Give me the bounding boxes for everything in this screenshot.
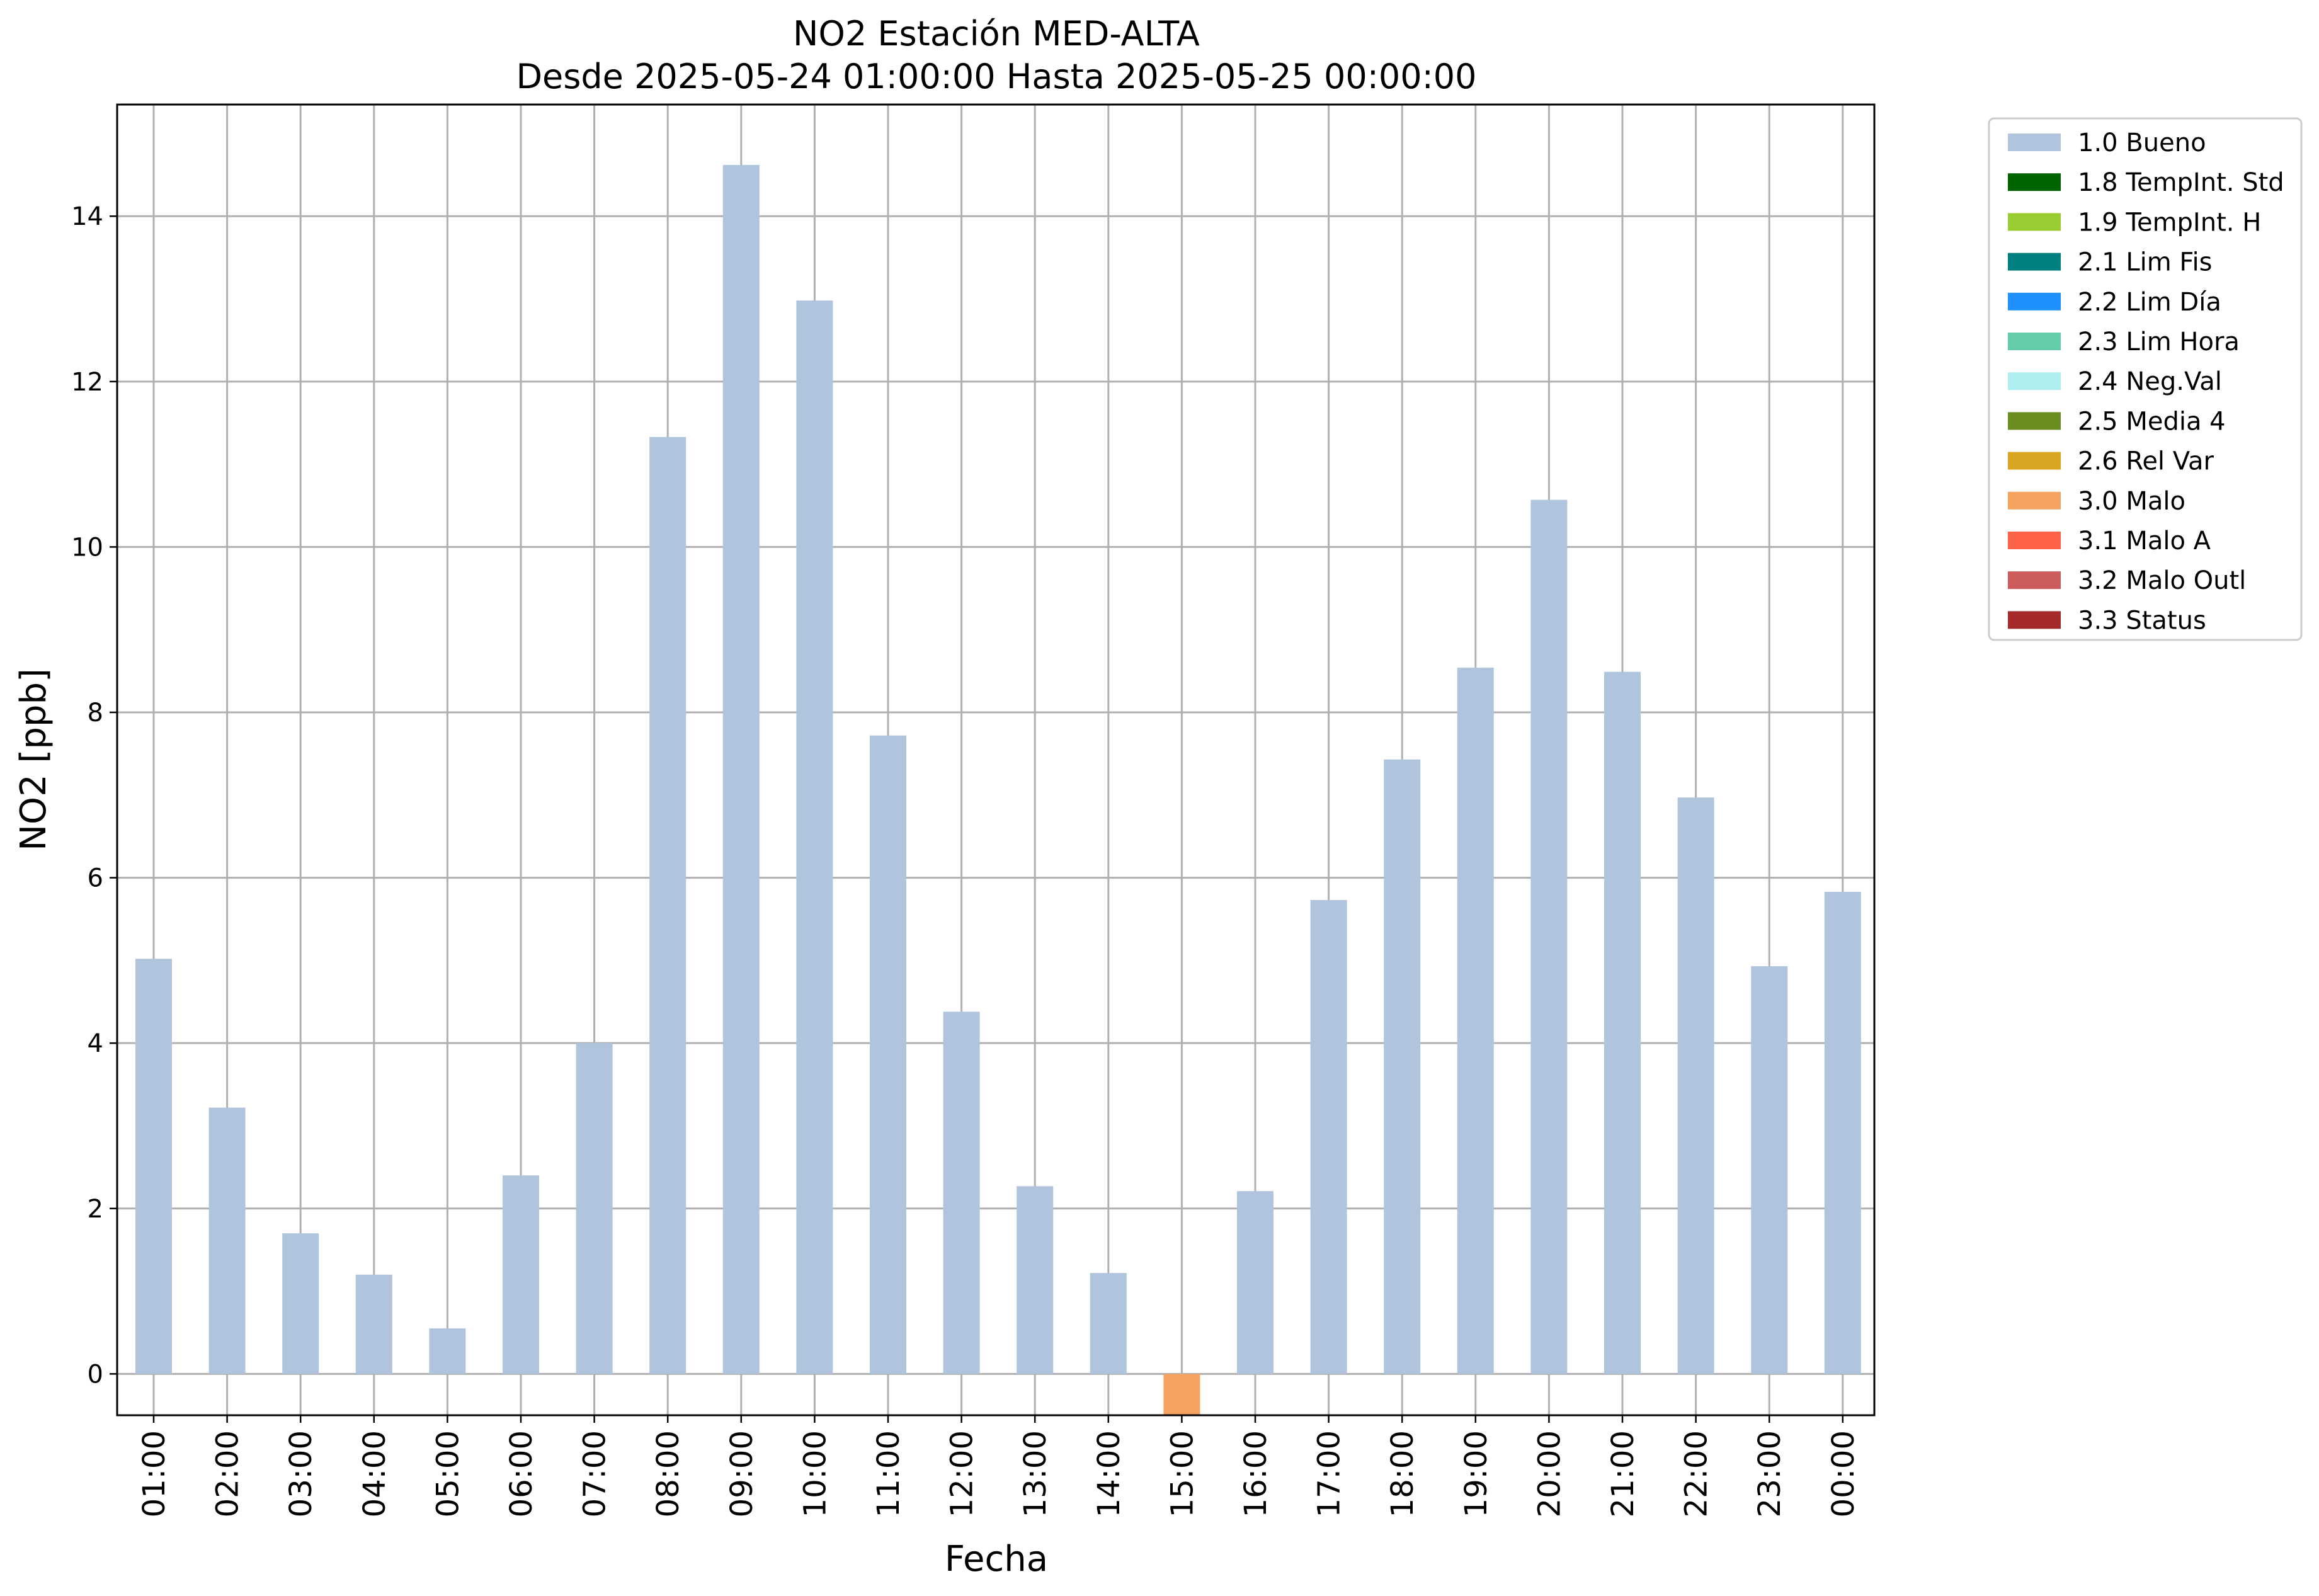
y-tick-label: 8 [88, 698, 103, 727]
bar-0600 [503, 1175, 539, 1374]
plot-frame [116, 103, 1876, 1416]
legend-label: 1.8 TempInt. Std [2078, 168, 2284, 197]
bar-1800 [1384, 759, 1421, 1374]
y-tick-label: 4 [88, 1029, 103, 1058]
bar-0400 [355, 1274, 392, 1374]
x-tick-label: 09:00 [724, 1430, 760, 1517]
legend-swatch [2008, 452, 2061, 470]
legend-swatch [2008, 134, 2061, 151]
legend-label: 3.3 Status [2078, 606, 2206, 635]
legend-items: 1.0 Bueno 1.8 TempInt. Std 1.9 TempInt. H 2… [2008, 128, 2284, 635]
legend-swatch [2008, 253, 2061, 271]
bar-1100 [870, 735, 906, 1374]
bar-1600 [1237, 1191, 1273, 1374]
x-tick-label: 19:00 [1459, 1430, 1494, 1517]
x-tick-label: 11:00 [871, 1430, 906, 1517]
bar-1000 [796, 300, 833, 1374]
bar-0800 [649, 436, 687, 1374]
x-axis: 01:00 02:00 03:00 04:00 05:00 06:00 07:00 08:00… [137, 1415, 1861, 1517]
x-tick-label: 05:00 [430, 1430, 465, 1517]
bar-2000 [1530, 499, 1568, 1374]
legend-swatch [2008, 333, 2061, 350]
bar-1700 [1310, 900, 1347, 1374]
x-tick-label: 12:00 [945, 1430, 980, 1517]
bar-1300 [1017, 1186, 1054, 1374]
legend-swatch [2008, 213, 2061, 231]
x-tick-label: 03:00 [283, 1430, 319, 1517]
bar-0100 [135, 959, 172, 1374]
legend-swatch [2008, 292, 2061, 311]
x-tick-label: 04:00 [357, 1430, 392, 1517]
y-tick-label: 6 [88, 864, 103, 893]
legend-label: 3.0 Malo [2078, 487, 2185, 516]
x-tick-label: 13:00 [1018, 1430, 1053, 1517]
bar-0500 [429, 1328, 466, 1374]
y-axis-label: NO2 [ppb] [13, 668, 54, 851]
legend-swatch [2008, 173, 2061, 191]
legend-label: 2.5 Media 4 [2078, 407, 2226, 436]
legend-label: 2.2 Lim Día [2078, 288, 2221, 317]
y-tick-label: 0 [88, 1360, 103, 1389]
plot-area: 0 2 4 6 8 10 12 14 01:00 02:00 03:00 04:00 05:00 06:… [71, 103, 1876, 1517]
bar-2100 [1604, 671, 1641, 1374]
x-tick-label: 00:00 [1826, 1430, 1861, 1517]
legend-swatch [2008, 571, 2061, 590]
bar-0000 [1824, 891, 1861, 1374]
legend-label: 1.0 Bueno [2078, 128, 2206, 157]
y-tick-label: 2 [88, 1195, 103, 1224]
chart-subtitle: Desde 2025-05-24 01:00:00 Hasta 2025-05-… [516, 57, 1476, 96]
x-tick-label: 10:00 [797, 1430, 833, 1517]
legend: 1.0 Bueno 1.8 TempInt. Std 1.9 TempInt. H 2… [1988, 117, 2303, 641]
bar-2300 [1751, 966, 1788, 1374]
legend-label: 2.1 Lim Fis [2078, 248, 2212, 277]
x-tick-label: 20:00 [1532, 1430, 1567, 1517]
bar-0700 [576, 1043, 613, 1374]
x-tick-label: 21:00 [1605, 1430, 1641, 1517]
x-tick-label: 08:00 [651, 1430, 686, 1517]
y-axis: 0 2 4 6 8 10 12 14 [71, 202, 117, 1389]
bar-1200 [943, 1012, 980, 1374]
y-tick-label: 14 [71, 202, 103, 231]
x-tick-label: 16:00 [1238, 1430, 1273, 1517]
legend-swatch [2008, 491, 2061, 510]
legend-label: 2.3 Lim Hora [2078, 328, 2240, 356]
bar-0200 [208, 1107, 246, 1374]
legend-swatch [2008, 532, 2061, 549]
bar-2200 [1677, 797, 1714, 1374]
x-tick-label: 02:00 [210, 1430, 246, 1517]
bar-0300 [282, 1233, 319, 1374]
x-tick-label: 06:00 [504, 1430, 539, 1517]
legend-label: 3.2 Malo Outl [2078, 566, 2246, 595]
bar-1400 [1090, 1273, 1127, 1374]
legend-swatch [2008, 372, 2061, 390]
chart-title: NO2 Estación MED-ALTA [793, 14, 1200, 54]
x-tick-label: 01:00 [137, 1430, 172, 1517]
legend-label: 1.9 TempInt. H [2078, 208, 2261, 237]
legend-swatch [2008, 611, 2061, 629]
x-tick-label: 07:00 [578, 1430, 613, 1517]
x-tick-label: 23:00 [1752, 1430, 1787, 1517]
bars [135, 164, 1861, 1415]
x-tick-label: 14:00 [1091, 1430, 1127, 1517]
x-tick-label: 22:00 [1679, 1430, 1714, 1517]
bar-1500 [1163, 1374, 1200, 1415]
legend-swatch [2008, 412, 2061, 430]
y-tick-label: 10 [71, 533, 103, 562]
legend-label: 2.4 Neg.Val [2078, 367, 2222, 396]
x-axis-label: Fecha [945, 1539, 1048, 1580]
bar-0900 [722, 164, 760, 1374]
x-tick-label: 15:00 [1165, 1430, 1200, 1517]
y-tick-label: 12 [71, 368, 103, 397]
x-tick-label: 18:00 [1385, 1430, 1420, 1517]
legend-label: 3.1 Malo A [2078, 527, 2211, 556]
bar-1900 [1457, 668, 1494, 1374]
x-tick-label: 17:00 [1312, 1430, 1347, 1517]
legend-frame [1988, 117, 2303, 641]
legend-label: 2.6 Rel Var [2078, 447, 2214, 476]
